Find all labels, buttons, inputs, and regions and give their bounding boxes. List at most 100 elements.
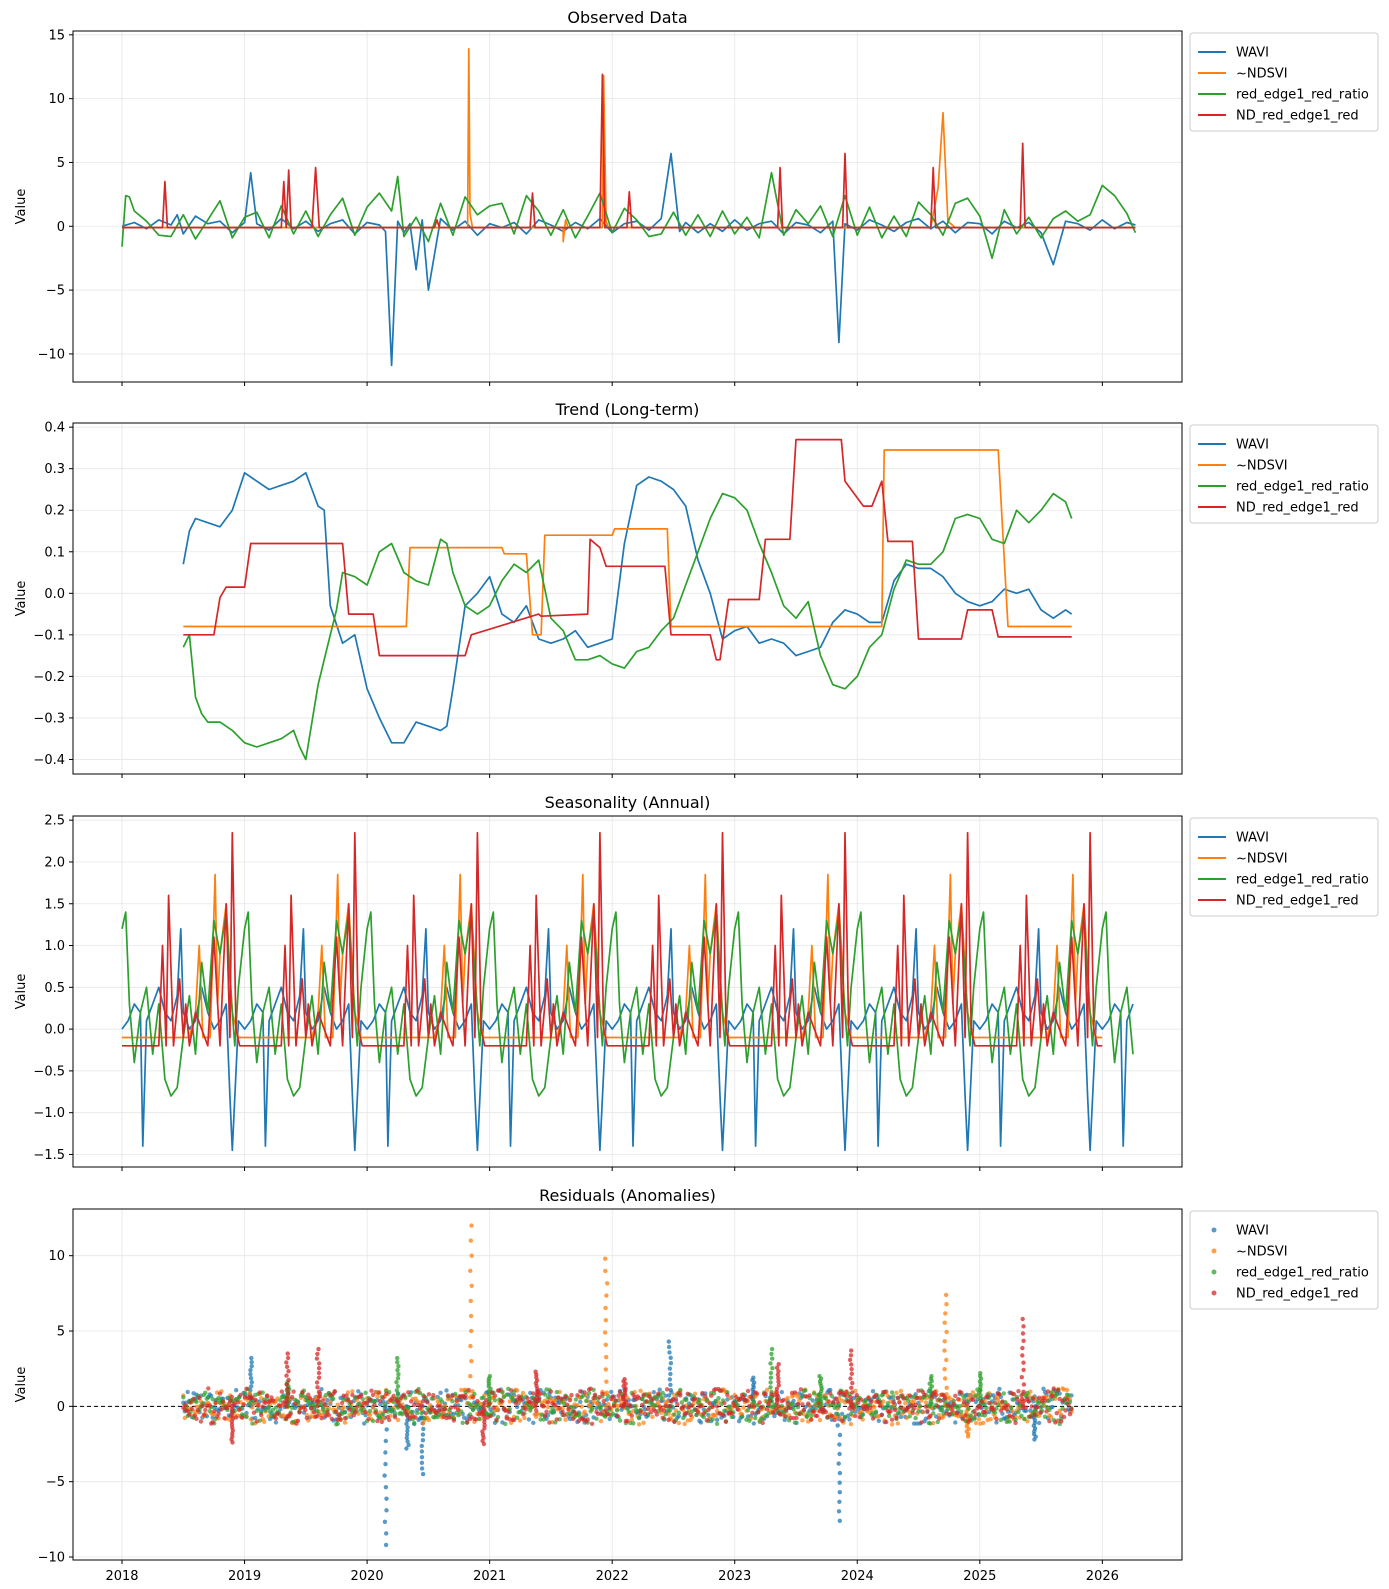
anomaly-point [406, 1442, 411, 1448]
residual-point [554, 1389, 559, 1395]
residual-point [376, 1390, 382, 1396]
residual-point [719, 1388, 724, 1393]
plot-area [73, 1223, 1182, 1548]
residual-point [814, 1413, 820, 1419]
anomaly-point [469, 1359, 474, 1364]
anomaly-point [314, 1356, 320, 1361]
residual-point [1035, 1404, 1040, 1410]
residual-point [916, 1409, 921, 1414]
residual-point [972, 1416, 977, 1421]
residual-point [895, 1421, 901, 1426]
residual-point [460, 1420, 465, 1426]
residual-point [794, 1415, 799, 1421]
residual-point [538, 1391, 543, 1397]
anomaly-point [404, 1435, 409, 1441]
residual-point [1050, 1404, 1055, 1410]
residual-point [220, 1399, 226, 1404]
residual-point [967, 1413, 973, 1418]
residual-point [529, 1405, 534, 1410]
anomaly-point [468, 1268, 473, 1274]
residual-point [811, 1409, 817, 1414]
residual-point [219, 1407, 224, 1412]
anomaly-point [395, 1355, 400, 1361]
residual-point [609, 1389, 614, 1395]
anomaly-point [837, 1499, 842, 1505]
residual-point [404, 1412, 409, 1418]
residual-point [909, 1403, 914, 1408]
axes-frame [72, 30, 1183, 383]
legend-marker-red-edge1-red-ratio [1211, 1269, 1217, 1275]
residual-point [222, 1416, 227, 1421]
x-tick-label: 2018 [105, 1569, 138, 1584]
residual-point [369, 1388, 374, 1393]
residual-point [382, 1408, 387, 1414]
anomaly-point [603, 1305, 608, 1311]
residual-point [370, 1418, 376, 1424]
residual-point [353, 1409, 358, 1415]
anomaly-point [835, 1423, 840, 1428]
residual-point [661, 1408, 667, 1413]
residual-point [1066, 1402, 1071, 1407]
residual-point [239, 1415, 245, 1420]
anomaly-point [395, 1368, 400, 1373]
anomaly-point [622, 1377, 627, 1382]
residual-point [979, 1399, 984, 1404]
residual-point [978, 1405, 983, 1410]
residual-point [970, 1390, 976, 1395]
residual-point [629, 1413, 634, 1418]
residual-point [579, 1404, 584, 1409]
residual-point [194, 1416, 199, 1422]
residual-point [507, 1399, 512, 1404]
residual-point [823, 1396, 829, 1401]
series-line-wavi [121, 152, 1136, 367]
residual-point [250, 1421, 255, 1426]
legend-label-red-edge1-red-ratio: red_edge1_red_ratio [1236, 873, 1369, 888]
anomaly-point [942, 1376, 948, 1381]
residual-point [250, 1405, 255, 1410]
residual-point [270, 1398, 276, 1403]
y-axis-label: Value [14, 1367, 29, 1403]
y-tick-label: 0 [57, 1400, 65, 1415]
anomaly-point [383, 1461, 388, 1467]
anomaly-point [604, 1379, 609, 1384]
residual-point [553, 1397, 558, 1403]
residual-point [328, 1400, 333, 1405]
residual-point [442, 1407, 448, 1412]
residual-point [419, 1410, 424, 1416]
residual-point [613, 1398, 618, 1403]
residual-point [907, 1393, 912, 1398]
residual-point [835, 1399, 840, 1405]
residual-point [212, 1409, 217, 1414]
residual-point [981, 1420, 986, 1426]
residual-point [1013, 1417, 1018, 1422]
residual-point [710, 1417, 715, 1422]
residual-point [791, 1406, 796, 1412]
residual-point [473, 1405, 479, 1410]
residual-point [469, 1402, 474, 1407]
residual-point [913, 1415, 918, 1421]
residual-point [422, 1416, 427, 1421]
residual-point [492, 1393, 498, 1398]
residual-point [872, 1404, 877, 1410]
residual-point [200, 1403, 205, 1409]
anomaly-point [469, 1328, 474, 1334]
residual-point [922, 1392, 927, 1398]
anomaly-point [1020, 1345, 1025, 1351]
residual-point [610, 1394, 615, 1399]
residual-point [509, 1388, 514, 1393]
residual-point [782, 1414, 787, 1419]
residual-point [1059, 1419, 1064, 1424]
residual-point [803, 1388, 808, 1393]
residual-point [804, 1414, 809, 1420]
anomaly-point [383, 1450, 388, 1455]
residual-point [503, 1421, 508, 1427]
anomaly-point [421, 1426, 426, 1432]
residual-point [189, 1406, 195, 1412]
residual-point [201, 1412, 207, 1417]
residual-point [335, 1421, 340, 1427]
gridlines [73, 423, 1182, 774]
residual-point [681, 1415, 686, 1421]
anomaly-point [469, 1283, 474, 1289]
residual-point [823, 1409, 829, 1415]
